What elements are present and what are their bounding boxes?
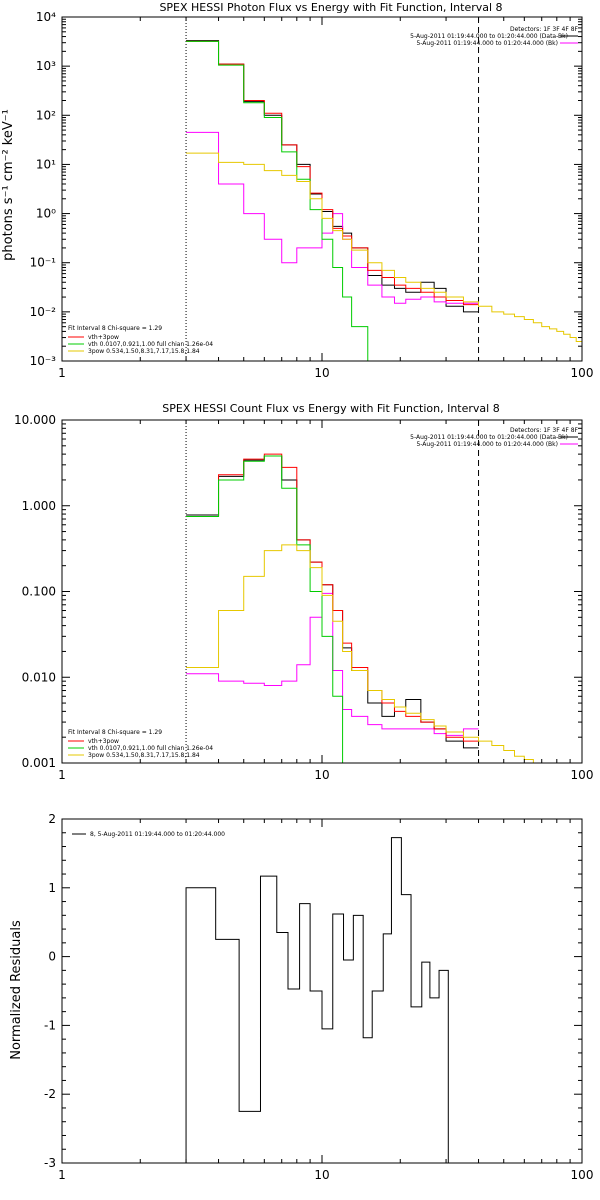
residuals-series-8-5-aug-2011-01-19-44-00 — [185, 837, 449, 1163]
residuals-legend: 8, 5-Aug-2011 01:19:44.000 to 01:20:44.0… — [72, 831, 225, 838]
photon-legend-total: vth+3pow — [88, 334, 119, 341]
residuals-y-axis-label: Normalized Residuals — [9, 920, 24, 1060]
residuals-legend-entry: 8, 5-Aug-2011 01:19:44.000 to 01:20:44.0… — [90, 831, 225, 838]
photon-chart-title: SPEX HESSI Photon Flux vs Energy with Fi… — [159, 1, 502, 14]
count-chart-title: SPEX HESSI Count Flux vs Energy with Fit… — [162, 402, 499, 415]
count-y-tick-label: 10.000 — [14, 413, 56, 427]
count-legend-fit-header: Fit Interval 8 Chi-square = 1.29 — [68, 729, 162, 736]
residuals-series-group — [185, 837, 449, 1163]
photon-y-tick-label: 10⁻² — [30, 305, 57, 319]
photon-y-tick-label: 10⁻³ — [30, 354, 57, 368]
photon-series-3pow — [186, 152, 582, 342]
count-x-tick-label: 1 — [58, 768, 66, 782]
photon-legend-top-right: Detectors: 1F 3F 4F 8F 5-Aug-2011 01:19:… — [410, 26, 578, 47]
residuals-x-tick-label: 10 — [314, 1168, 329, 1182]
count-legend-top-right: Detectors: 1F 3F 4F 8F 5-Aug-2011 01:19:… — [410, 427, 578, 448]
count-legend-vth: vth 0.0107,0.921,1.00 full chian 1.26e-0… — [88, 745, 213, 752]
photon-y-tick-label: 10⁻¹ — [30, 256, 57, 270]
residuals-x-tick-label: 1 — [58, 1168, 66, 1182]
count-y-tick-label: 0.010 — [22, 670, 56, 684]
photon-series-data-bk — [186, 40, 479, 313]
residuals-panel: Normalized Residuals 8, 5-Aug-2011 01:19… — [9, 812, 593, 1182]
residuals-y-tick-label: -3 — [44, 1156, 56, 1170]
count-series-bk — [186, 592, 479, 736]
count-flux-panel: SPEX HESSI Count Flux vs Energy with Fit… — [14, 402, 594, 782]
count-legend-data-bk: 5-Aug-2011 01:19:44.000 to 01:20:44.000 … — [410, 434, 568, 441]
count-legend-3pow: 3pow 0.534,1.50,8.31,7.17,15.8,1.84 — [88, 752, 200, 759]
count-legend-bk: 5-Aug-2011 01:19:44.000 to 01:20:44.000 … — [416, 441, 558, 448]
residuals-y-tick-label: -1 — [44, 1018, 56, 1032]
count-y-tick-label: 0.100 — [22, 585, 56, 599]
photon-series-vth-3pow — [186, 40, 479, 306]
count-legend-bottom-left: Fit Interval 8 Chi-square = 1.29 vth+3po… — [68, 729, 213, 759]
residuals-y-tick-label: 1 — [48, 881, 56, 895]
photon-legend-data-bk: 5-Aug-2011 01:19:44.000 to 01:20:44.000 … — [410, 33, 568, 40]
photon-y-tick-label: 10⁴ — [36, 10, 56, 24]
photon-legend-vth: vth 0.0107,0.921,1.00 full chian 1.26e-0… — [88, 341, 213, 348]
photon-x-tick-label: 100 — [571, 366, 594, 380]
count-y-tick-label: 0.001 — [22, 756, 56, 770]
photon-legend-bk: 5-Aug-2011 01:19:44.000 to 01:20:44.000 … — [416, 40, 558, 47]
count-y-tick-label: 1.000 — [22, 499, 56, 513]
photon-y-tick-label: 10¹ — [36, 157, 56, 171]
photon-x-tick-label: 10 — [314, 366, 329, 380]
photon-plot-frame — [61, 16, 583, 362]
count-series-group — [186, 453, 542, 763]
residuals-x-tick-label: 100 — [571, 1168, 594, 1182]
photon-flux-panel: SPEX HESSI Photon Flux vs Energy with Fi… — [1, 1, 594, 380]
residuals-y-tick-label: 2 — [48, 812, 56, 826]
photon-series-group — [186, 40, 582, 361]
photon-y-axis-label: photons s⁻¹ cm⁻² keV⁻¹ — [1, 109, 16, 261]
photon-y-tick-label: 10⁰ — [36, 207, 56, 221]
count-legend-detectors: Detectors: 1F 3F 4F 8F — [510, 427, 579, 434]
count-series-vth-3pow — [186, 453, 479, 742]
photon-series-vth — [186, 40, 369, 361]
count-legend-total: vth+3pow — [88, 738, 119, 745]
photon-y-tick-label: 10² — [36, 108, 56, 122]
photon-legend-detectors: Detectors: 1F 3F 4F 8F — [510, 26, 579, 33]
photon-legend-fit-header: Fit Interval 8 Chi-square = 1.29 — [68, 325, 162, 332]
photon-x-tick-label: 1 — [58, 366, 66, 380]
residuals-y-tick-label: -2 — [44, 1087, 56, 1101]
count-x-tick-label: 10 — [314, 768, 329, 782]
photon-y-tick-label: 10³ — [36, 59, 56, 73]
photon-legend-bottom-left: Fit Interval 8 Chi-square = 1.29 vth+3po… — [68, 325, 213, 355]
count-x-tick-label: 100 — [571, 768, 594, 782]
photon-legend-3pow: 3pow 0.534,1.50,8.31,7.17,15.8,1.84 — [88, 348, 200, 355]
residuals-y-tick-label: 0 — [48, 950, 56, 964]
count-series-3pow — [186, 544, 542, 763]
count-series-vth — [186, 455, 353, 763]
